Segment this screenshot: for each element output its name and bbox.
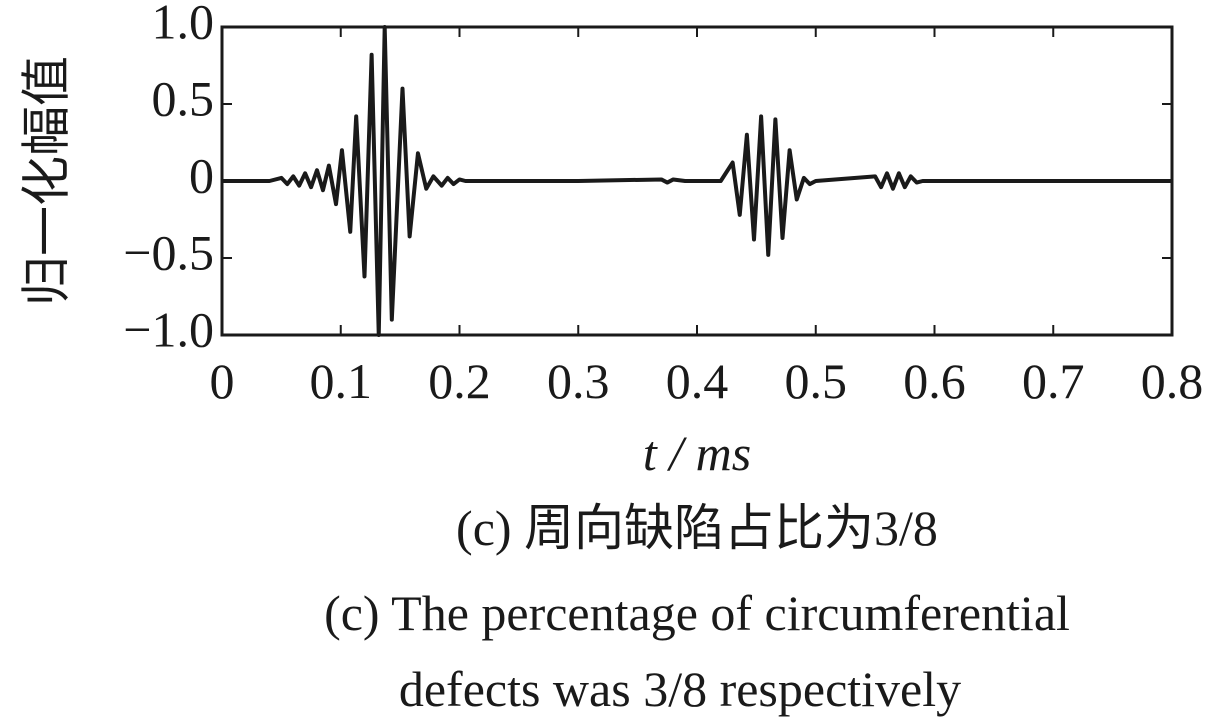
y-tick-label: −1.0 — [123, 301, 214, 357]
signal-line — [222, 25, 1172, 337]
y-tick-label: 0.5 — [152, 70, 215, 126]
x-tick-label: 0.5 — [785, 353, 848, 409]
x-tick-label: 0.8 — [1141, 353, 1204, 409]
x-tick-label: 0.1 — [310, 353, 373, 409]
caption-en: defects was 3/8 respectively — [399, 661, 961, 717]
x-tick-label: 0.7 — [1022, 353, 1085, 409]
y-tick-label: −0.5 — [123, 224, 214, 280]
x-tick-label: 0.4 — [666, 353, 729, 409]
caption-en: (c) The percentage of circumferential — [324, 585, 1070, 641]
caption-cn: (c) 周向缺陷占比为3/8 — [456, 500, 938, 556]
x-tick-label: 0.2 — [428, 353, 491, 409]
y-axis-label: 归一化幅值 — [18, 56, 74, 306]
y-tick-label: 0 — [189, 147, 214, 203]
y-tick-label: 1.0 — [152, 0, 215, 49]
x-tick-label: 0.6 — [903, 353, 966, 409]
x-axis-label: t / ms — [643, 425, 751, 481]
x-tick-label: 0.3 — [547, 353, 610, 409]
x-tick-label: 0 — [210, 353, 235, 409]
